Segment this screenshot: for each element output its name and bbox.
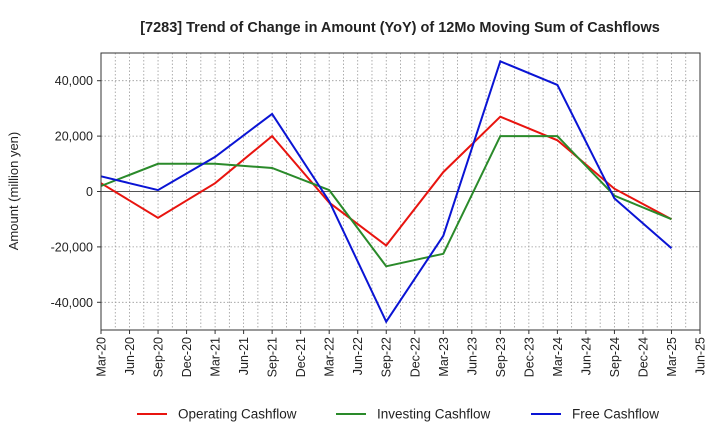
x-tick-label: Jun-25: [694, 337, 708, 375]
y-tick-label: 40,000: [55, 74, 93, 88]
x-tick-label: Sep-24: [608, 337, 622, 377]
x-tick-label: Mar-23: [437, 337, 451, 377]
legend: Operating Cashflow Investing Cashflow Free…: [137, 407, 659, 422]
x-tick-label: Sep-20: [152, 337, 166, 377]
x-tick-label: Sep-23: [494, 337, 508, 377]
grid: [100, 53, 701, 330]
y-tick-label: 0: [86, 185, 93, 199]
x-tick-label: Dec-24: [637, 337, 651, 377]
operating-cashflow-line: [100, 115, 672, 247]
x-tick-label: Jun-24: [579, 337, 593, 375]
x-tick-label: Sep-22: [380, 337, 394, 377]
x-tick-label: Jun-21: [237, 337, 251, 375]
legend-label: Free Cashflow: [572, 407, 659, 422]
x-tick-label: Dec-23: [522, 337, 536, 377]
y-tick-label: 20,000: [55, 130, 93, 144]
chart-title: [7283] Trend of Change in Amount (YoY) o…: [140, 20, 660, 36]
x-tick-label: Dec-21: [294, 337, 308, 377]
investing-cashflow-line: [100, 135, 672, 268]
x-tick-label: Mar-25: [665, 337, 679, 377]
x-tick-label: Jun-23: [465, 337, 479, 375]
y-tick-label: -20,000: [51, 240, 93, 254]
x-axis-ticks: Mar-20 Jun-20 Sep-20 Dec-20 Mar-21 Jun-21 Sep-…: [95, 330, 708, 377]
x-tick-label: Dec-20: [180, 337, 194, 377]
y-axis-ticks: -40,000 -20,000 0 20,000 40,000: [51, 74, 101, 310]
legend-label: Investing Cashflow: [377, 407, 491, 422]
x-tick-label: Dec-22: [408, 337, 422, 377]
x-tick-label: Mar-20: [95, 337, 109, 377]
series-group: [100, 59, 673, 324]
x-tick-label: Jun-20: [123, 337, 137, 375]
y-axis-label: Amount (million yen): [6, 132, 21, 251]
x-tick-label: Mar-22: [323, 337, 337, 377]
x-tick-label: Mar-24: [551, 337, 565, 377]
x-tick-label: Sep-21: [266, 337, 280, 377]
legend-label: Operating Cashflow: [178, 407, 297, 422]
x-tick-label: Mar-21: [209, 337, 223, 377]
x-tick-label: Jun-22: [351, 337, 365, 375]
free-cashflow-line: [100, 59, 673, 324]
y-tick-label: -40,000: [51, 296, 93, 310]
